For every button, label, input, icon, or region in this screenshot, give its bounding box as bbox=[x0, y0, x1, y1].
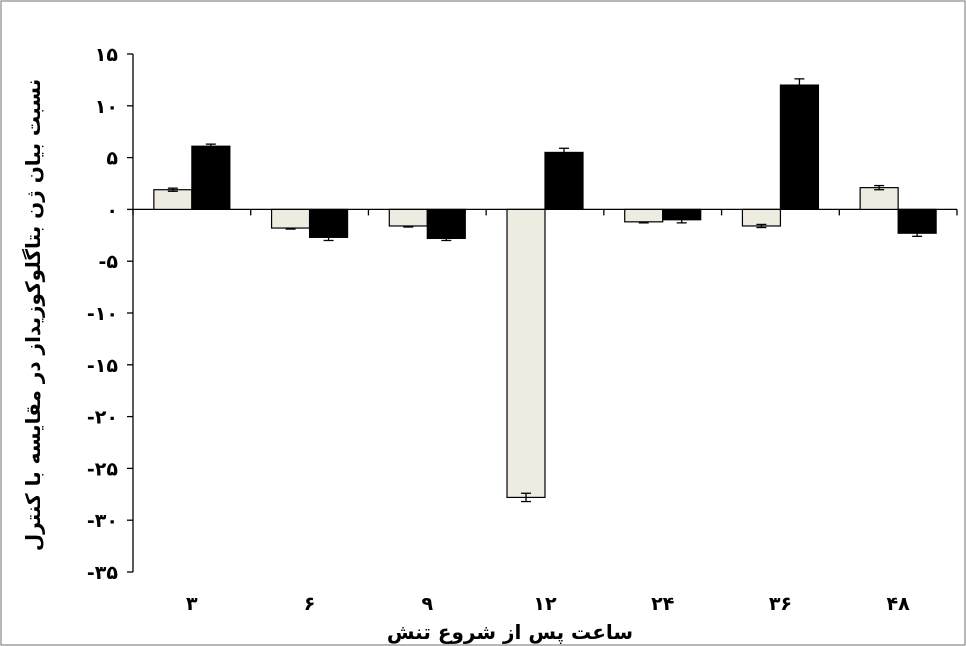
x-tick-label: ۹ bbox=[421, 593, 433, 615]
bar bbox=[506, 208, 546, 499]
bar bbox=[308, 208, 349, 238]
x-axis-title: ساعت پس از شروع تنش bbox=[387, 620, 633, 645]
y-tick-label: -۱۵ bbox=[87, 355, 118, 377]
y-tick-label: -۵ bbox=[99, 251, 119, 273]
x-tick-label: ۶ bbox=[304, 593, 316, 615]
x-tick-label: ۳ bbox=[186, 593, 198, 615]
y-tick-label: ۱۵ bbox=[95, 44, 119, 66]
bar bbox=[859, 187, 899, 210]
y-tick-label: -۲۰ bbox=[87, 407, 118, 429]
y-axis-title: نسبت بیان ژن بتاگلوکوزیداز در مقایسه با … bbox=[21, 79, 45, 551]
y-tick-label: ۵ bbox=[106, 148, 118, 170]
bar bbox=[741, 208, 782, 227]
bar bbox=[544, 151, 584, 210]
y-tick-label: ۱۰ bbox=[95, 96, 118, 118]
y-tick-label: -۲۵ bbox=[87, 458, 118, 480]
x-tick-label: ۱۲ bbox=[533, 593, 557, 615]
x-tick-label: ۳۶ bbox=[769, 593, 792, 615]
y-tick-label: -۳۵ bbox=[87, 562, 118, 584]
x-tick-label: ۲۴ bbox=[651, 593, 674, 615]
y-tick-label: ۰ bbox=[106, 199, 118, 221]
bar bbox=[426, 208, 466, 240]
bar bbox=[191, 145, 231, 210]
bar bbox=[388, 208, 428, 227]
y-tick-label: -۳۰ bbox=[87, 510, 118, 532]
bar bbox=[624, 208, 664, 223]
y-tick-label: -۱۰ bbox=[87, 303, 118, 325]
bar bbox=[153, 189, 193, 211]
x-tick-label: ۴۸ bbox=[887, 593, 911, 615]
bar bbox=[270, 208, 311, 229]
bar bbox=[779, 84, 820, 211]
